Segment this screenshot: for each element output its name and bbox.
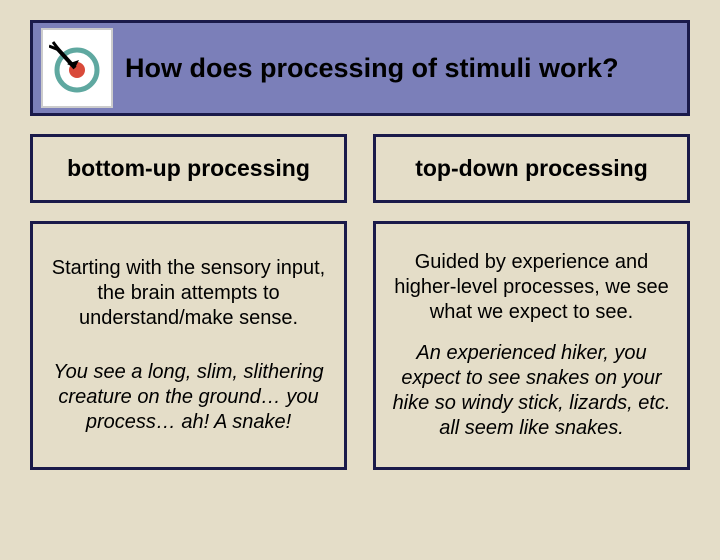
comparison-grid: bottom-up processing top-down processing… — [0, 134, 720, 470]
example-right: An experienced hiker, you expect to see … — [392, 341, 671, 441]
target-arrow-icon — [49, 40, 105, 96]
title-icon-box — [41, 28, 113, 108]
column-header-left: bottom-up processing — [30, 134, 347, 203]
example-left: You see a long, slim, slithering creatur… — [49, 360, 328, 435]
column-body-left: Starting with the sensory input, the bra… — [30, 221, 347, 470]
title-bar: How does processing of stimuli work? — [30, 20, 690, 116]
column-body-right: Guided by experience and higher-level pr… — [373, 221, 690, 470]
slide-title: How does processing of stimuli work? — [125, 53, 619, 84]
column-header-right: top-down processing — [373, 134, 690, 203]
definition-left: Starting with the sensory input, the bra… — [49, 256, 328, 331]
definition-right: Guided by experience and higher-level pr… — [392, 250, 671, 325]
